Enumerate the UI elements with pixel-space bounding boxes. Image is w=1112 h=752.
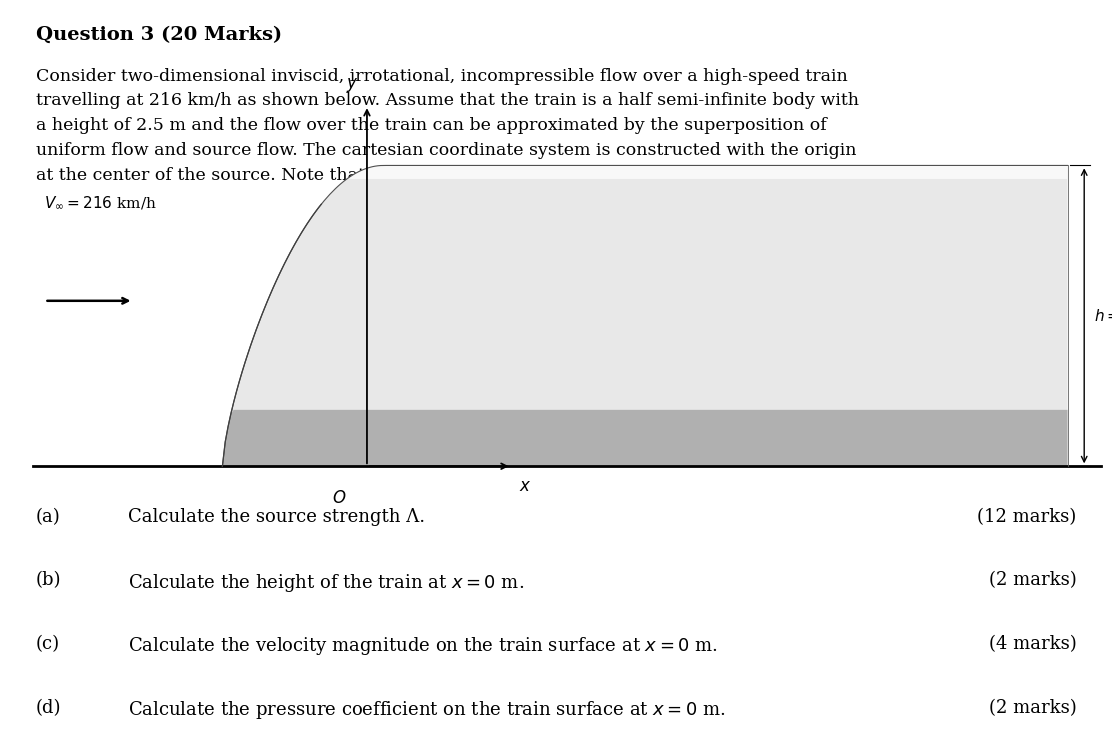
Text: Question 3 (20 Marks): Question 3 (20 Marks) — [36, 26, 281, 44]
Text: Calculate the pressure coefficient on the train surface at $x = 0$ m.: Calculate the pressure coefficient on th… — [128, 699, 726, 721]
Text: $y$: $y$ — [346, 76, 358, 94]
Text: $O$: $O$ — [332, 490, 346, 508]
Text: (b): (b) — [36, 572, 61, 590]
Text: Consider two-dimensional inviscid, irrotational, incompressible flow over a high: Consider two-dimensional inviscid, irrot… — [36, 68, 858, 184]
Polygon shape — [349, 165, 1068, 179]
Text: (d): (d) — [36, 699, 61, 717]
Text: (a): (a) — [36, 508, 60, 526]
Text: $x$: $x$ — [519, 478, 532, 495]
Text: Calculate the velocity magnitude on the train surface at $x = 0$ m.: Calculate the velocity magnitude on the … — [128, 635, 718, 657]
Text: $V_\infty = 216$ km/h: $V_\infty = 216$ km/h — [44, 194, 157, 211]
Text: Calculate the height of the train at $x = 0$ m.: Calculate the height of the train at $x … — [128, 572, 524, 593]
Text: $h = 2.5$ m: $h = 2.5$ m — [1094, 308, 1112, 324]
Polygon shape — [222, 165, 1068, 466]
Text: (12 marks): (12 marks) — [977, 508, 1076, 526]
Text: (4 marks): (4 marks) — [989, 635, 1076, 653]
Text: (2 marks): (2 marks) — [989, 699, 1076, 717]
Text: Calculate the source strength Λ.: Calculate the source strength Λ. — [128, 508, 425, 526]
Text: (c): (c) — [36, 635, 60, 653]
Polygon shape — [222, 410, 1068, 466]
Text: (2 marks): (2 marks) — [989, 572, 1076, 590]
